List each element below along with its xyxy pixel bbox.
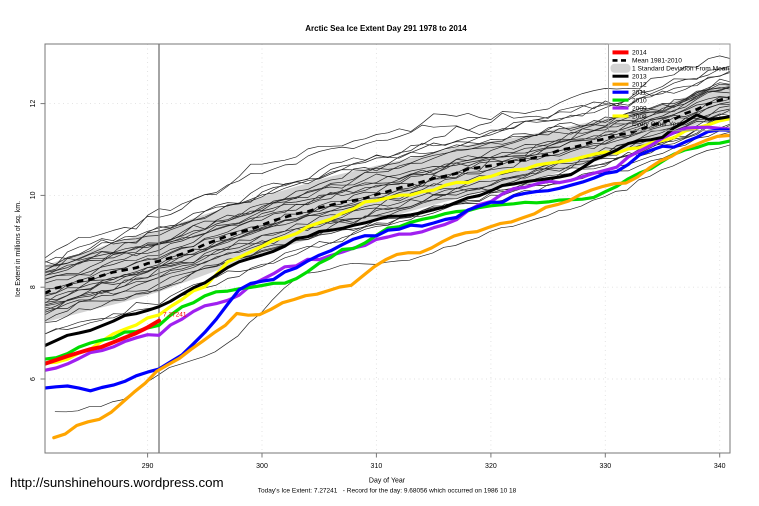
svg-text:1 Standard Deviation From Mean: 1 Standard Deviation From Mean bbox=[632, 66, 729, 73]
svg-text:7.27241: 7.27241 bbox=[163, 312, 187, 319]
svg-text:10: 10 bbox=[30, 191, 37, 199]
svg-text:Arctic Sea Ice Extent Day 291: Arctic Sea Ice Extent Day 291 1978 to 20… bbox=[305, 24, 467, 33]
svg-text:12: 12 bbox=[30, 100, 37, 108]
svg-text:310: 310 bbox=[371, 463, 383, 470]
svg-text:2011: 2011 bbox=[632, 90, 647, 97]
svg-text:Every Other Year: Every Other Year bbox=[632, 121, 683, 128]
svg-text:2012: 2012 bbox=[632, 82, 647, 89]
svg-text:320: 320 bbox=[485, 463, 497, 470]
svg-text:2009: 2009 bbox=[632, 105, 647, 112]
svg-text:2010: 2010 bbox=[632, 97, 647, 104]
svg-text:Day of Year: Day of Year bbox=[369, 478, 406, 485]
svg-text:330: 330 bbox=[599, 463, 611, 470]
svg-text:8: 8 bbox=[30, 285, 37, 289]
svg-text:2013: 2013 bbox=[632, 74, 647, 81]
svg-text:Today's Ice Extent: 7.27241: Today's Ice Extent: 7.27241 - Record for… bbox=[258, 488, 517, 495]
svg-text:6: 6 bbox=[30, 377, 37, 381]
svg-text:Mean 1981-2010: Mean 1981-2010 bbox=[632, 58, 682, 65]
svg-text:340: 340 bbox=[714, 463, 726, 470]
svg-text:300: 300 bbox=[256, 463, 268, 470]
svg-text:2014: 2014 bbox=[632, 50, 647, 57]
svg-text:http://sunshinehours.wordpress: http://sunshinehours.wordpress.com bbox=[10, 475, 224, 490]
svg-text:2008: 2008 bbox=[632, 113, 647, 120]
svg-text:290: 290 bbox=[142, 463, 154, 470]
svg-text:Ice Extent in millions of sq.: Ice Extent in millions of sq. km. bbox=[15, 201, 22, 297]
